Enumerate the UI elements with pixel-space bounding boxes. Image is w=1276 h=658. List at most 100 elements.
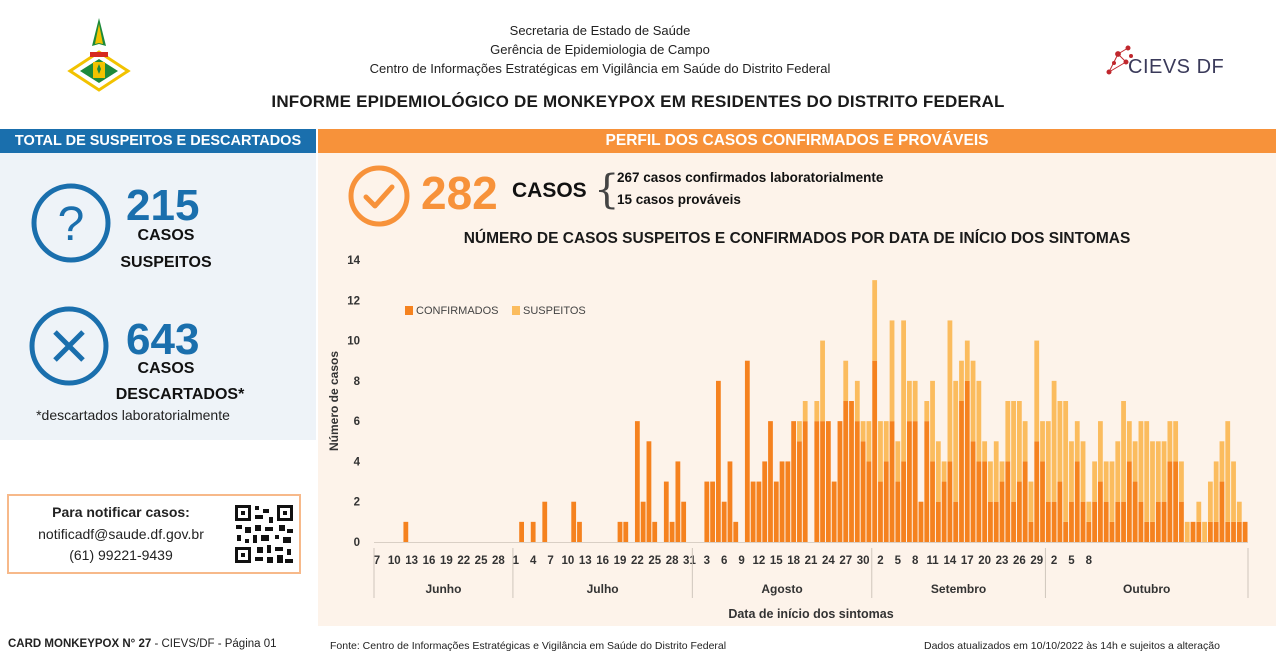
x-tick-label: 25 [648, 555, 661, 567]
bar-suspected [1202, 521, 1207, 542]
legend-label-confirmed: CONFIRMADOS [416, 305, 499, 317]
bar-confirmed [988, 501, 993, 542]
bar-confirmed [982, 461, 988, 542]
y-tick-label: 2 [354, 497, 360, 509]
x-tick-label: 11 [926, 555, 939, 567]
x-tick-label: 25 [475, 555, 488, 567]
bar-suspected [1086, 501, 1092, 522]
discarded-note: *descartados laboratorialmente [36, 407, 230, 423]
bar-confirmed [1236, 521, 1242, 542]
footer-source: Fonte: Centro de Informações Estratégica… [330, 640, 727, 652]
x-tick-label: 22 [631, 555, 644, 567]
month-label: Junho [425, 582, 461, 596]
bar-confirmed [935, 501, 941, 542]
x-tick-label: 13 [405, 555, 418, 567]
bar-suspected [860, 421, 866, 442]
chart-title: NÚMERO DE CASOS SUSPEITOS E CONFIRMADOS … [463, 230, 1131, 247]
bar-confirmed [901, 461, 907, 542]
bar-suspected [907, 380, 912, 422]
y-tick-label: 6 [354, 416, 360, 428]
bar-suspected [935, 441, 941, 502]
x-tick-label: 16 [596, 555, 609, 567]
right-panel [318, 153, 1276, 626]
bar-confirmed [918, 501, 924, 542]
month-label: Outubro [1123, 582, 1170, 596]
bar-confirmed [930, 461, 935, 542]
x-axis-label: Data de início dos sintomas [728, 607, 893, 621]
bar-confirmed [571, 501, 577, 542]
month-label: Agosto [761, 582, 802, 596]
close-circle-icon [28, 305, 110, 392]
x-tick-label: 12 [753, 555, 766, 567]
discarded-number: 643 [126, 315, 200, 364]
x-tick-label: 14 [944, 555, 957, 567]
bar-confirmed [907, 421, 912, 542]
bar-suspected [976, 380, 982, 462]
bar-confirmed [577, 521, 582, 542]
bar-suspected [1184, 521, 1190, 542]
bar-suspected [1092, 461, 1098, 502]
bar-confirmed [854, 421, 860, 542]
x-tick-label: 29 [1030, 555, 1043, 567]
bar-suspected [1155, 441, 1161, 502]
bar-confirmed [704, 481, 710, 542]
bar-confirmed [1126, 461, 1132, 542]
notify-email[interactable]: notificadf@saude.df.gov.br [38, 526, 204, 542]
bar-suspected [843, 360, 849, 401]
bar-suspected [1179, 461, 1184, 502]
bar-suspected [1051, 380, 1057, 502]
cievs-logo: CIEVS DF [1104, 44, 1234, 84]
notify-phone: (61) 99221-9439 [69, 547, 173, 563]
bar-confirmed [623, 521, 629, 542]
bar-confirmed [1173, 461, 1179, 542]
bar-confirmed [1016, 481, 1022, 542]
x-tick-label: 28 [666, 555, 679, 567]
bar-suspected [924, 401, 930, 422]
bar-confirmed [837, 421, 843, 542]
x-tick-label: 10 [388, 555, 401, 567]
y-tick-label: 8 [354, 376, 361, 388]
x-tick-label: 21 [805, 555, 818, 567]
bar-suspected [1069, 441, 1074, 502]
bar-confirmed [1138, 501, 1144, 542]
x-tick-label: 13 [579, 555, 592, 567]
cases-detail-1: 267 casos confirmados laboratorialmente [617, 170, 884, 185]
bar-suspected [1098, 421, 1103, 482]
bar-confirmed [1115, 501, 1121, 542]
bar-confirmed [1196, 521, 1202, 542]
bar-confirmed [1190, 521, 1196, 542]
bar-suspected [999, 461, 1005, 482]
bar-confirmed [773, 481, 779, 542]
bar-confirmed [744, 360, 750, 542]
bar-confirmed [1207, 521, 1213, 542]
bar-confirmed [1242, 521, 1248, 542]
bar-confirmed [652, 521, 658, 542]
x-tick-label: 16 [423, 555, 436, 567]
gdf-logo [66, 16, 132, 92]
bar-confirmed [1132, 481, 1138, 542]
bar-confirmed [889, 421, 895, 542]
legend-swatch-suspected [512, 306, 520, 315]
bar-confirmed [675, 461, 681, 542]
footer-card-rest: - CIEVS/DF - Página 01 [151, 638, 277, 650]
bar-confirmed [820, 421, 825, 542]
bar-confirmed [947, 461, 953, 542]
bar-confirmed [646, 441, 652, 542]
bar-suspected [1121, 401, 1126, 502]
bar-confirmed [756, 481, 762, 542]
bar-confirmed [791, 421, 797, 542]
bar-confirmed [663, 481, 669, 542]
x-tick-label: 28 [492, 555, 505, 567]
bar-suspected [1074, 421, 1080, 462]
bar-confirmed [721, 501, 727, 542]
bar-confirmed [669, 521, 675, 542]
band-total-suspects: TOTAL DE SUSPEITOS E DESCARTADOS [0, 129, 316, 153]
bar-confirmed [912, 421, 918, 542]
band-profile: PERFIL DOS CASOS CONFIRMADOS E PROVÁVEIS [318, 129, 1276, 153]
bar-confirmed [872, 360, 878, 542]
bar-confirmed [785, 461, 791, 542]
x-tick-label: 8 [1086, 555, 1093, 567]
bar-suspected [1103, 461, 1109, 502]
bar-confirmed [825, 421, 831, 542]
bar-confirmed [953, 501, 959, 542]
